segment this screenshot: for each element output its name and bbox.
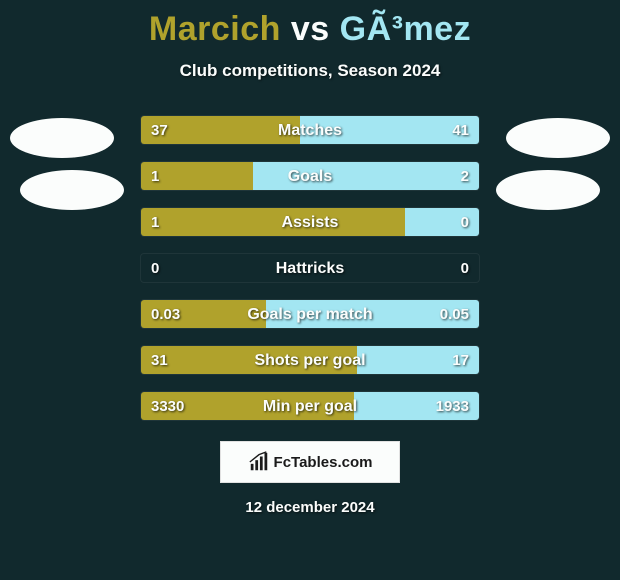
stats-container: 3741Matches 12Goals 10Assists 00Hattricks 0.… — [0, 115, 620, 421]
stat-label: Min per goal — [141, 392, 479, 421]
stat-label: Goals — [141, 162, 479, 191]
vs-text: vs — [291, 10, 330, 48]
team-badge-right — [506, 118, 610, 158]
stat-row: 12Goals — [140, 161, 480, 191]
stat-label: Hattricks — [141, 254, 479, 283]
logo-text: FcTables.com — [274, 454, 373, 471]
team-badge-right — [496, 170, 600, 210]
stat-label: Matches — [141, 116, 479, 145]
stat-row: 10Assists — [140, 207, 480, 237]
stat-label: Shots per goal — [141, 346, 479, 375]
stat-label: Goals per match — [141, 300, 479, 329]
stat-label: Assists — [141, 208, 479, 237]
stat-row: 0.030.05Goals per match — [140, 299, 480, 329]
stat-row: 00Hattricks — [140, 253, 480, 283]
subtitle: Club competitions, Season 2024 — [0, 61, 620, 81]
stat-row: 3117Shots per goal — [140, 345, 480, 375]
logo-box: FcTables.com — [220, 441, 400, 483]
stat-row: 33301933Min per goal — [140, 391, 480, 421]
team-badge-left — [10, 118, 114, 158]
stat-row: 3741Matches — [140, 115, 480, 145]
comparison-title: Marcich vs GÃ³mez — [0, 0, 620, 49]
player2-name: GÃ³mez — [340, 10, 471, 48]
chart-icon — [248, 451, 270, 473]
date-text: 12 december 2024 — [0, 499, 620, 516]
team-badge-left — [20, 170, 124, 210]
player1-name: Marcich — [149, 10, 281, 48]
